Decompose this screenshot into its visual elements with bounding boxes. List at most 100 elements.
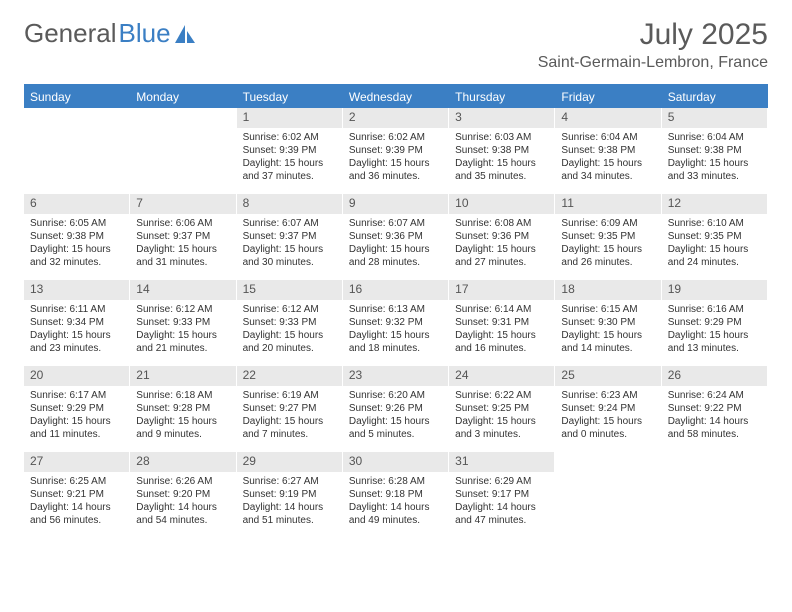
day-info: Sunrise: 6:29 AMSunset: 9:17 PMDaylight:… [449,472,554,533]
day-info: Sunrise: 6:04 AMSunset: 9:38 PMDaylight:… [555,128,660,189]
day-number: 13 [24,280,129,300]
day-info: Sunrise: 6:07 AMSunset: 9:37 PMDaylight:… [237,214,342,275]
day-number: 3 [449,108,554,128]
day-number: 26 [662,366,767,386]
calendar-cell: 2Sunrise: 6:02 AMSunset: 9:39 PMDaylight… [343,108,449,194]
day-info: Sunrise: 6:02 AMSunset: 9:39 PMDaylight:… [343,128,448,189]
weekday-header: Saturday [662,86,768,108]
calendar-cell: 6Sunrise: 6:05 AMSunset: 9:38 PMDaylight… [24,194,130,280]
calendar-cell: 22Sunrise: 6:19 AMSunset: 9:27 PMDayligh… [237,366,343,452]
day-number: 8 [237,194,342,214]
day-number: 28 [130,452,235,472]
day-info: Sunrise: 6:06 AMSunset: 9:37 PMDaylight:… [130,214,235,275]
calendar-cell: 21Sunrise: 6:18 AMSunset: 9:28 PMDayligh… [130,366,236,452]
day-number: 22 [237,366,342,386]
calendar-cell: 19Sunrise: 6:16 AMSunset: 9:29 PMDayligh… [662,280,768,366]
day-info: Sunrise: 6:07 AMSunset: 9:36 PMDaylight:… [343,214,448,275]
day-number: 21 [130,366,235,386]
calendar-cell: 4Sunrise: 6:04 AMSunset: 9:38 PMDaylight… [555,108,661,194]
day-info: Sunrise: 6:22 AMSunset: 9:25 PMDaylight:… [449,386,554,447]
day-info: Sunrise: 6:03 AMSunset: 9:38 PMDaylight:… [449,128,554,189]
day-number: 23 [343,366,448,386]
calendar-grid: ..1Sunrise: 6:02 AMSunset: 9:39 PMDaylig… [24,108,768,538]
calendar-cell: 28Sunrise: 6:26 AMSunset: 9:20 PMDayligh… [130,452,236,538]
weekday-header-row: SundayMondayTuesdayWednesdayThursdayFrid… [24,86,768,108]
header: GeneralBlue July 2025 Saint-Germain-Lemb… [24,18,768,72]
day-info: Sunrise: 6:08 AMSunset: 9:36 PMDaylight:… [449,214,554,275]
weekday-header: Friday [555,86,661,108]
calendar: SundayMondayTuesdayWednesdayThursdayFrid… [24,84,768,538]
calendar-cell: 13Sunrise: 6:11 AMSunset: 9:34 PMDayligh… [24,280,130,366]
logo-text-general: General [24,18,117,49]
calendar-cell: 14Sunrise: 6:12 AMSunset: 9:33 PMDayligh… [130,280,236,366]
calendar-cell: 10Sunrise: 6:08 AMSunset: 9:36 PMDayligh… [449,194,555,280]
weekday-header: Thursday [449,86,555,108]
day-number: 16 [343,280,448,300]
day-number: 18 [555,280,660,300]
day-number: 12 [662,194,767,214]
day-info: Sunrise: 6:28 AMSunset: 9:18 PMDaylight:… [343,472,448,533]
day-info: Sunrise: 6:10 AMSunset: 9:35 PMDaylight:… [662,214,767,275]
day-number: 2 [343,108,448,128]
calendar-cell: 12Sunrise: 6:10 AMSunset: 9:35 PMDayligh… [662,194,768,280]
calendar-cell: 16Sunrise: 6:13 AMSunset: 9:32 PMDayligh… [343,280,449,366]
day-number: 27 [24,452,129,472]
day-number: 19 [662,280,767,300]
day-info: Sunrise: 6:05 AMSunset: 9:38 PMDaylight:… [24,214,129,275]
calendar-cell: 31Sunrise: 6:29 AMSunset: 9:17 PMDayligh… [449,452,555,538]
calendar-cell: 24Sunrise: 6:22 AMSunset: 9:25 PMDayligh… [449,366,555,452]
day-number: 24 [449,366,554,386]
day-info: Sunrise: 6:04 AMSunset: 9:38 PMDaylight:… [662,128,767,189]
calendar-cell: 26Sunrise: 6:24 AMSunset: 9:22 PMDayligh… [662,366,768,452]
day-info: Sunrise: 6:26 AMSunset: 9:20 PMDaylight:… [130,472,235,533]
calendar-cell: 3Sunrise: 6:03 AMSunset: 9:38 PMDaylight… [449,108,555,194]
day-number: 10 [449,194,554,214]
title-block: July 2025 Saint-Germain-Lembron, France [538,18,768,72]
day-number: 1 [237,108,342,128]
day-number: 6 [24,194,129,214]
weekday-header: Sunday [24,86,130,108]
day-info: Sunrise: 6:12 AMSunset: 9:33 PMDaylight:… [237,300,342,361]
day-number: 14 [130,280,235,300]
calendar-cell: . [662,452,768,538]
logo: GeneralBlue [24,18,197,49]
day-info: Sunrise: 6:11 AMSunset: 9:34 PMDaylight:… [24,300,129,361]
day-info: Sunrise: 6:12 AMSunset: 9:33 PMDaylight:… [130,300,235,361]
day-info: Sunrise: 6:27 AMSunset: 9:19 PMDaylight:… [237,472,342,533]
day-number: 29 [237,452,342,472]
day-number: 7 [130,194,235,214]
calendar-cell: 15Sunrise: 6:12 AMSunset: 9:33 PMDayligh… [237,280,343,366]
day-info: Sunrise: 6:14 AMSunset: 9:31 PMDaylight:… [449,300,554,361]
day-info: Sunrise: 6:15 AMSunset: 9:30 PMDaylight:… [555,300,660,361]
logo-text-blue: Blue [119,18,171,49]
day-info: Sunrise: 6:18 AMSunset: 9:28 PMDaylight:… [130,386,235,447]
calendar-cell: . [555,452,661,538]
calendar-cell: 27Sunrise: 6:25 AMSunset: 9:21 PMDayligh… [24,452,130,538]
day-number: 31 [449,452,554,472]
day-info: Sunrise: 6:09 AMSunset: 9:35 PMDaylight:… [555,214,660,275]
day-info: Sunrise: 6:13 AMSunset: 9:32 PMDaylight:… [343,300,448,361]
calendar-cell: . [130,108,236,194]
calendar-cell: 30Sunrise: 6:28 AMSunset: 9:18 PMDayligh… [343,452,449,538]
weekday-header: Wednesday [343,86,449,108]
day-number: 20 [24,366,129,386]
day-info: Sunrise: 6:25 AMSunset: 9:21 PMDaylight:… [24,472,129,533]
calendar-cell: 8Sunrise: 6:07 AMSunset: 9:37 PMDaylight… [237,194,343,280]
calendar-cell: 20Sunrise: 6:17 AMSunset: 9:29 PMDayligh… [24,366,130,452]
day-number: 15 [237,280,342,300]
logo-sail-icon [175,25,197,43]
day-info: Sunrise: 6:23 AMSunset: 9:24 PMDaylight:… [555,386,660,447]
day-info: Sunrise: 6:17 AMSunset: 9:29 PMDaylight:… [24,386,129,447]
day-number: 17 [449,280,554,300]
day-number: 25 [555,366,660,386]
calendar-cell: 25Sunrise: 6:23 AMSunset: 9:24 PMDayligh… [555,366,661,452]
day-number: 9 [343,194,448,214]
month-title: July 2025 [538,18,768,52]
calendar-cell: . [24,108,130,194]
calendar-cell: 7Sunrise: 6:06 AMSunset: 9:37 PMDaylight… [130,194,236,280]
day-number: 4 [555,108,660,128]
day-info: Sunrise: 6:19 AMSunset: 9:27 PMDaylight:… [237,386,342,447]
calendar-cell: 23Sunrise: 6:20 AMSunset: 9:26 PMDayligh… [343,366,449,452]
day-info: Sunrise: 6:02 AMSunset: 9:39 PMDaylight:… [237,128,342,189]
location: Saint-Germain-Lembron, France [538,54,768,72]
